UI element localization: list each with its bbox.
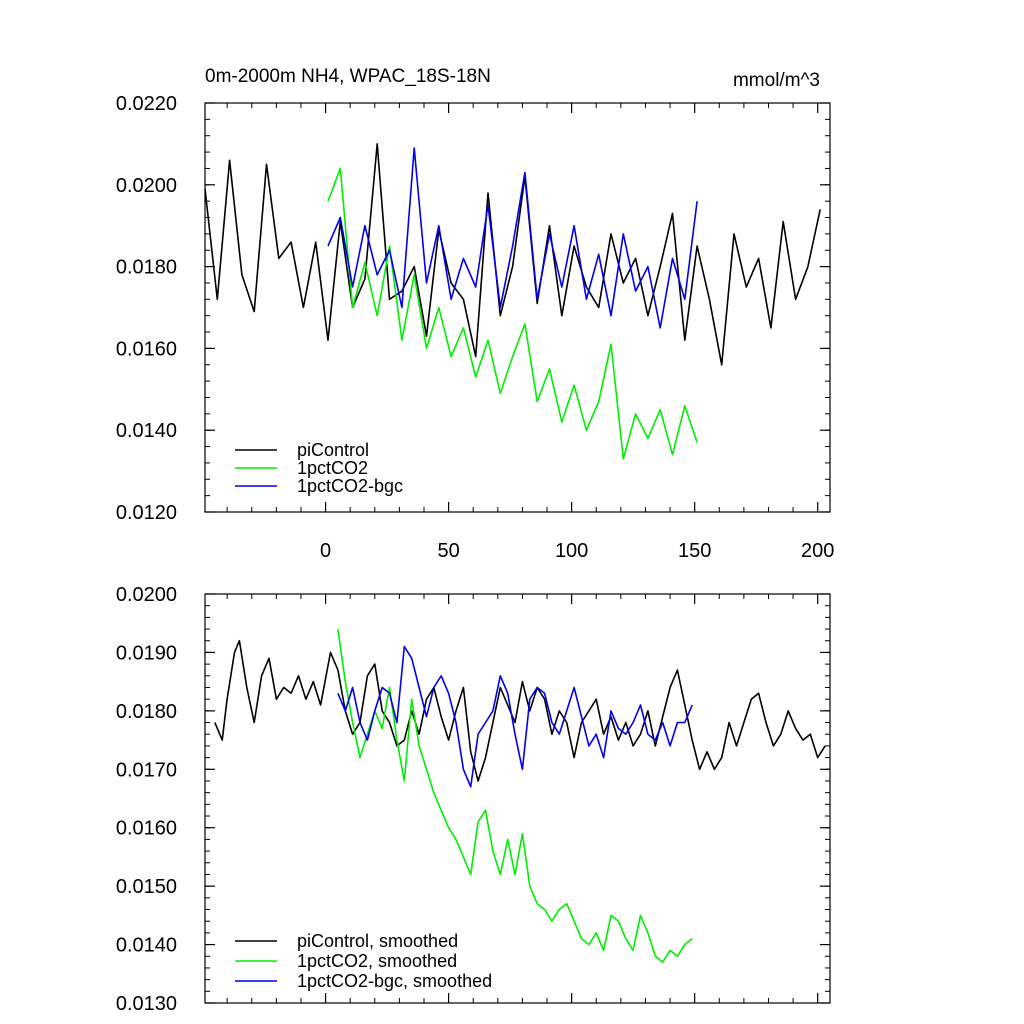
top-series-line-0 [204, 143, 821, 366]
panel-bottom: 0.0130 0.0140 0.0150 0.0160 0.0170 0.0180 0.01… [116, 584, 831, 1015]
top-legend-label-0: piControl [297, 440, 369, 460]
top-y-tick-label: 0.0200 [116, 175, 177, 197]
bottom-y-tick-label: 0.0170 [116, 759, 177, 781]
top-series-line-1 [327, 167, 698, 460]
top-y-tick-label: 0.0220 [116, 93, 177, 115]
units-label: mmol/m^3 [733, 70, 820, 91]
top-legend-label-1: 1pctCO2 [297, 458, 368, 478]
top-y-tick-label: 0.0160 [116, 338, 177, 360]
chart-title: 0m-2000m NH4, WPAC_18S-18N [205, 66, 491, 87]
top-legend-label-2: 1pctCO2-bgc [297, 476, 403, 496]
top-x-tick-label: 0 [320, 540, 331, 562]
bottom-series-line-2 [337, 645, 693, 788]
top-x-tick-label: 100 [555, 540, 588, 562]
panel-top: 0m-2000m NH4, WPAC_18S-18N mmol/m^3 0.01… [116, 66, 835, 562]
top-plot-frame [204, 102, 831, 513]
bottom-y-tick-label: 0.0140 [116, 935, 177, 957]
bottom-legend-label-0: piControl, smoothed [297, 931, 458, 951]
top-series-line-2 [327, 147, 698, 329]
top-y-tick-label: 0.0140 [116, 420, 177, 442]
top-x-tick-label: 150 [678, 540, 711, 562]
bottom-y-tick-label: 0.0150 [116, 876, 177, 898]
top-x-tick-label: 50 [437, 540, 459, 562]
top-y-tick-label: 0.0180 [116, 257, 177, 279]
top-y-tick-label: 0.0120 [116, 502, 177, 524]
bottom-series-line-1 [337, 628, 693, 963]
bottom-y-tick-label: 0.0180 [116, 701, 177, 723]
bottom-y-tick-label: 0.0160 [116, 818, 177, 840]
bottom-legend-label-1: 1pctCO2, smoothed [297, 951, 457, 971]
bottom-y-tick-label: 0.0200 [116, 584, 177, 606]
bottom-y-tick-label: 0.0190 [116, 642, 177, 664]
bottom-legend-label-2: 1pctCO2-bgc, smoothed [297, 971, 492, 991]
top-x-tick-label: 200 [801, 540, 834, 562]
bottom-series-line-0 [214, 639, 826, 782]
bottom-plot-frame [204, 593, 831, 1004]
bottom-y-tick-label: 0.0130 [116, 993, 177, 1015]
